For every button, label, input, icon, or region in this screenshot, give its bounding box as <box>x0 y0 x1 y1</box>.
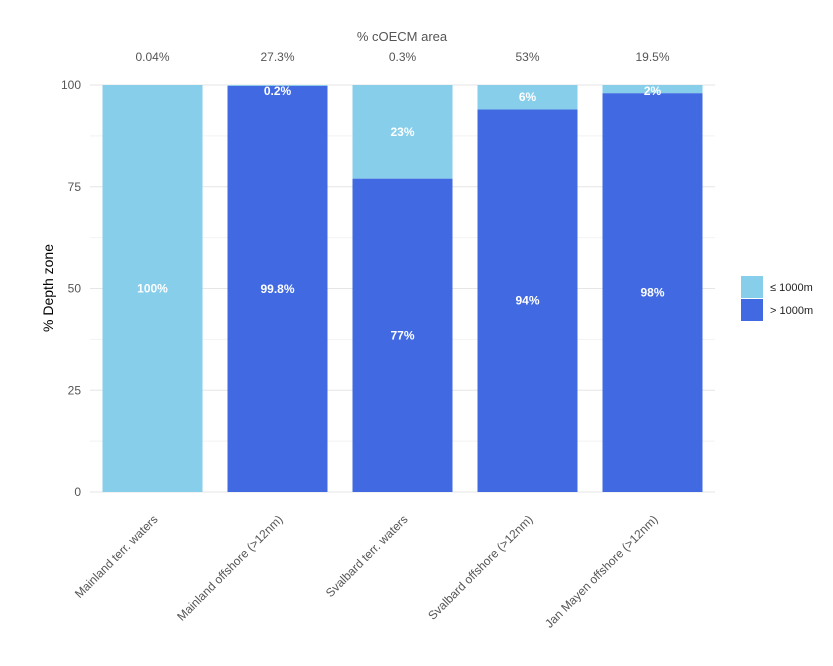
top-axis-label: 0.04% <box>135 50 169 64</box>
bar-value-label: 77% <box>390 328 414 342</box>
bar-value-label: 100% <box>137 282 168 296</box>
bar-segment <box>602 85 703 94</box>
top-axis-label: 0.3% <box>389 50 417 64</box>
x-tick-label: Mainland offshore (>12nm) <box>174 512 285 623</box>
legend-label: > 1000m <box>770 305 813 317</box>
y-tick-label: 100 <box>61 78 81 92</box>
y-tick-label: 0 <box>74 485 81 499</box>
y-tick-label: 75 <box>68 180 82 194</box>
y-axis: 0 25 50 75 100 <box>61 78 81 499</box>
bar-value-label: 23% <box>390 125 414 139</box>
x-tick-label: Svalbard terr. waters <box>323 512 411 600</box>
bar-segment <box>352 178 453 493</box>
x-tick-label: Jan Mayen offshore (>12nm) <box>542 512 660 630</box>
bar-segment <box>352 85 453 179</box>
bar-value-label: 2% <box>644 84 662 98</box>
x-tick-label: Mainland terr. waters <box>72 512 161 601</box>
bar-labels: 100% 99.8% 0.2% 77% 23% 94% 6% 98% 2% <box>137 84 665 342</box>
bar-value-label: 94% <box>515 294 539 308</box>
legend-swatch <box>741 276 763 298</box>
y-tick-label: 50 <box>68 282 82 296</box>
bar-segment <box>102 85 203 492</box>
top-axis-label: 53% <box>515 50 539 64</box>
legend-swatch <box>741 299 763 321</box>
bar-segment <box>477 109 578 493</box>
top-axis: % cOECM area 0.04% 27.3% 0.3% 53% 19.5% <box>135 29 669 64</box>
top-axis-label: 19.5% <box>635 50 669 64</box>
y-axis-title: % Depth zone <box>40 244 56 332</box>
legend-label: ≤ 1000m <box>770 282 813 294</box>
legend: ≤ 1000m > 1000m <box>741 276 813 321</box>
bar-segment <box>227 85 328 493</box>
x-tick-label: Svalbard offshore (>12nm) <box>425 512 535 622</box>
top-axis-label: 27.3% <box>260 50 294 64</box>
bar-segment <box>602 93 703 492</box>
top-axis-title: % cOECM area <box>357 29 448 44</box>
bar-value-label: 6% <box>519 90 537 104</box>
bar-segment <box>477 85 578 110</box>
bar-value-label: 98% <box>640 286 664 300</box>
bar-value-label: 99.8% <box>260 282 294 296</box>
bar-segment <box>227 85 328 86</box>
bars <box>102 85 703 493</box>
bar-value-label: 0.2% <box>264 84 292 98</box>
y-tick-label: 25 <box>68 383 82 397</box>
x-axis: Mainland terr. waters Mainland offshore (… <box>72 512 661 630</box>
